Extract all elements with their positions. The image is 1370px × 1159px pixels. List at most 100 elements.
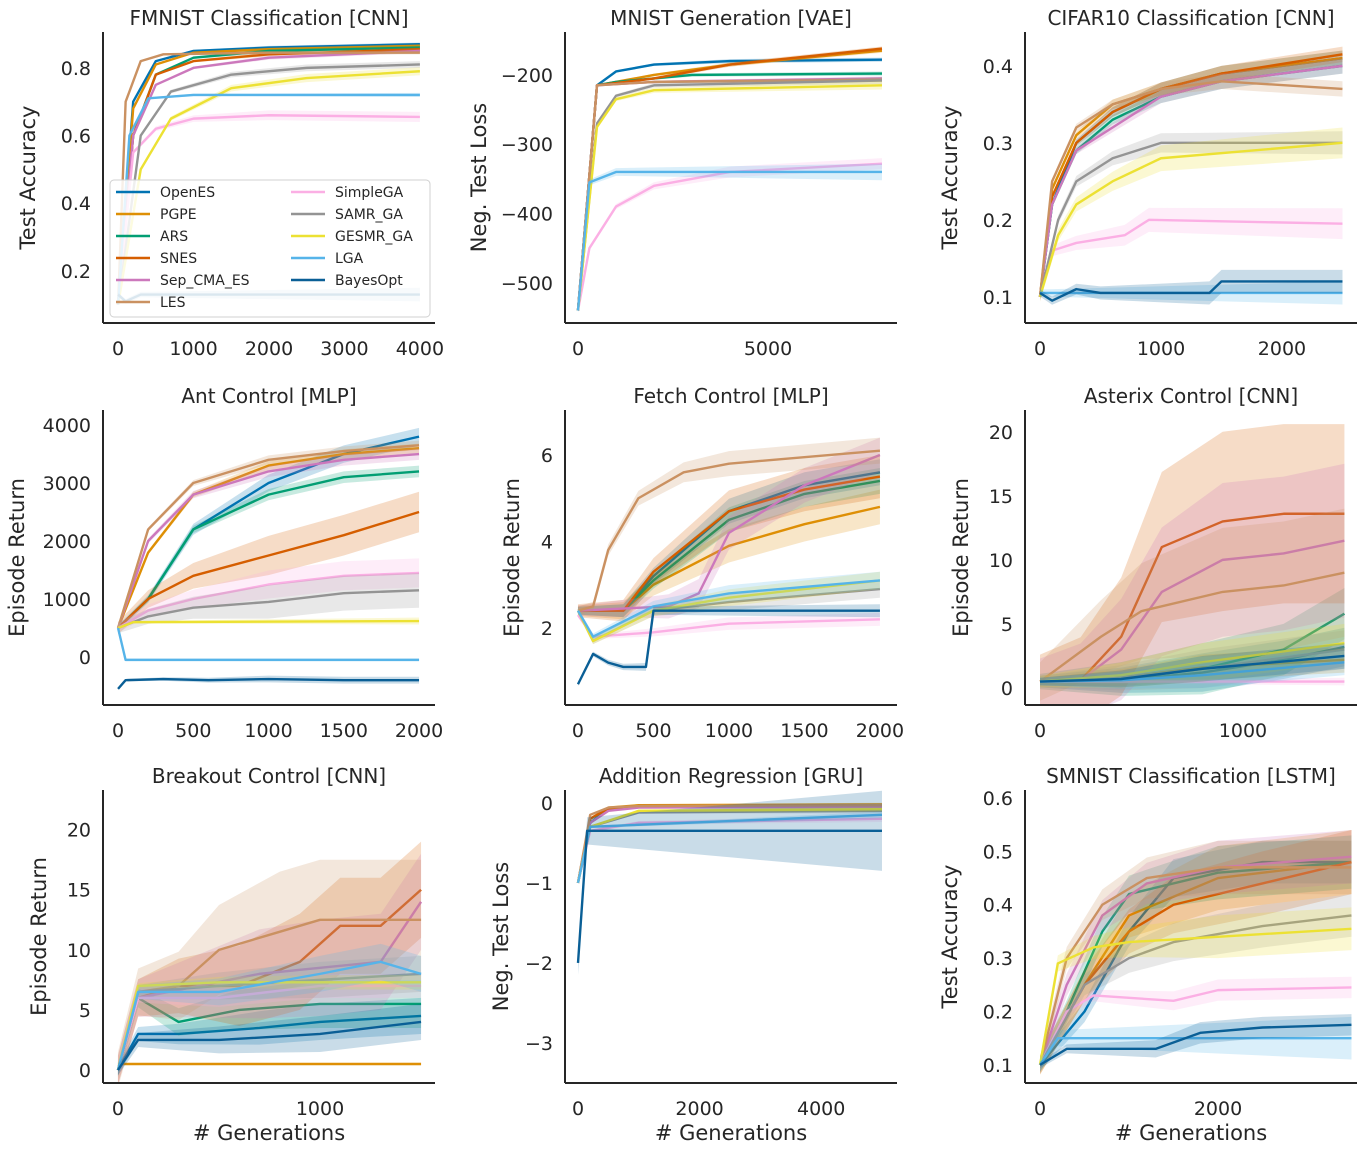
x-tick-label: 1500: [320, 720, 368, 742]
y-tick-label: 10: [67, 940, 91, 962]
y-tick-label: 0.4: [983, 56, 1013, 78]
x-tick-label: 500: [175, 720, 211, 742]
line-SAMR_GA: [117, 589, 420, 630]
band-GESMR_GA: [1040, 907, 1352, 1072]
y-tick-label: 15: [67, 880, 91, 902]
band-Sep_CMA_ES: [117, 853, 422, 1083]
band-BayesOpt: [577, 604, 880, 687]
band-BayesOpt: [578, 790, 882, 975]
line-BayesOpt: [116, 1020, 422, 1071]
subplot-title: Breakout Control [CNN]: [152, 764, 386, 788]
plot-marks: [576, 437, 881, 687]
legend-label: SimpleGA: [335, 185, 404, 201]
subplot-5: 0 500 1000 1500 2000 2 4 6 Fetch Control [MLP] Ep…: [500, 384, 904, 742]
legend-item-LES: LES: [116, 295, 186, 311]
x-tick-label: 2000: [1194, 1098, 1242, 1120]
legend-label: OpenES: [160, 185, 215, 201]
line-GESMR_GA: [1039, 641, 1345, 683]
legend-item-SimpleGA: SimpleGA: [291, 185, 404, 201]
line-SAMR_GA: [1038, 141, 1343, 298]
subplot-title: CIFAR10 Classification [CNN]: [1047, 6, 1334, 30]
line-LES: [576, 78, 883, 311]
legend-label: LGA: [335, 251, 364, 267]
y-tick-label: 3000: [43, 473, 91, 495]
line-SAMR_GA: [576, 79, 883, 311]
y-tick-label: 4: [541, 531, 553, 553]
line-SNES: [117, 510, 420, 629]
band-SAMR_GA: [117, 955, 422, 1076]
x-tick-label: 0: [572, 720, 584, 742]
legend: OpenES PGPE ARS SNES Sep_CMA_ES LES SimpleGA SA…: [109, 179, 431, 318]
band-LGA: [577, 571, 880, 640]
band-SNES: [1040, 424, 1345, 705]
y-axis-label: Episode Return: [949, 478, 973, 637]
plot-marks: [576, 46, 883, 314]
x-tick-label: 3000: [320, 338, 368, 360]
x-axis-label: # Generations: [193, 1121, 345, 1145]
y-tick-label: 0.2: [61, 261, 91, 283]
line-LES: [1038, 866, 1352, 1066]
band-GESMR_GA: [1040, 127, 1343, 302]
x-tick-label: 2000: [1258, 338, 1306, 360]
y-tick-label: 20: [989, 422, 1013, 444]
plot-marks: [116, 841, 423, 1083]
x-tick-label: 1500: [780, 720, 828, 742]
y-tick-label: −2: [525, 953, 553, 975]
subplot-4: 0 500 1000 1500 2000 0 1000 2000 3000 4000 Ant Con…: [5, 384, 443, 742]
band-Sep_CMA_ES: [1040, 830, 1352, 1073]
line-SimpleGA: [117, 571, 420, 630]
y-tick-label: −300: [501, 134, 553, 156]
line-LGA: [1039, 1036, 1352, 1066]
legend-label: ARS: [160, 229, 188, 245]
legend-item-GESMR_GA: GESMR_GA: [291, 229, 413, 245]
y-tick-label: 5: [79, 1000, 91, 1022]
line-LES: [116, 444, 420, 629]
subplot-9: 0 2000 0.1 0.2 0.3 0.4 0.5 0.6 SMNIST Classifica…: [938, 764, 1357, 1145]
legend-item-LGA: LGA: [291, 251, 364, 267]
y-axis-label: Test Accuracy: [938, 865, 962, 1010]
band-PGPE: [577, 489, 880, 620]
y-tick-label: 0.6: [61, 126, 91, 148]
legend-frame: [109, 179, 431, 318]
y-axis-label: Episode Return: [27, 857, 51, 1016]
line-BayesOpt: [576, 609, 880, 685]
y-tick-label: 0.2: [983, 1001, 1013, 1023]
y-tick-label: 0.4: [983, 895, 1013, 917]
x-tick-label: 0: [572, 338, 584, 360]
band-SNES: [1040, 830, 1352, 1075]
band-SAMR_GA: [1040, 131, 1343, 301]
band-OpenES: [1040, 50, 1343, 300]
subplot-2: 0 5000 −500 −400 −300 −200 MNIST Generation [V…: [467, 6, 897, 360]
legend-item-SNES: SNES: [116, 251, 197, 267]
x-tick-label: 2000: [675, 1098, 723, 1120]
band-LGA: [117, 943, 422, 1076]
line-ARS: [576, 72, 882, 311]
line-Sep_CMA_ES: [116, 49, 420, 305]
band-LGA: [118, 627, 420, 662]
legend-label: GESMR_GA: [335, 229, 413, 245]
y-tick-label: 0: [1001, 678, 1013, 700]
legend-item-SAMR_GA: SAMR_GA: [291, 207, 403, 223]
y-tick-label: −1: [525, 873, 553, 895]
x-tick-label: 1000: [296, 1098, 344, 1120]
y-axis-label: Episode Return: [500, 478, 524, 637]
line-LGA: [576, 813, 883, 884]
subplot-8: 0 2000 4000 −3 −2 −1 0 Addition Regression [GRU…: [489, 764, 897, 1145]
y-tick-label: 0.8: [61, 58, 91, 80]
line-BayesOpt: [117, 677, 420, 690]
legend-label: LES: [160, 295, 186, 311]
band-LES: [1040, 508, 1345, 701]
band-GESMR_GA: [577, 81, 882, 312]
line-OpenES: [116, 1014, 422, 1071]
band-GESMR_GA: [1040, 623, 1345, 688]
y-tick-label: 0.3: [983, 948, 1013, 970]
line-BayesOpt: [576, 829, 882, 964]
line-SNES: [1038, 53, 1343, 297]
subplot-title: Addition Regression [GRU]: [599, 764, 863, 788]
line-LGA: [576, 579, 881, 638]
band-LES: [577, 437, 880, 615]
band-Sep_CMA_ES: [577, 76, 882, 312]
x-tick-label: 2000: [245, 338, 293, 360]
y-tick-label: 2000: [43, 531, 91, 553]
x-tick-label: 0: [572, 1098, 584, 1120]
